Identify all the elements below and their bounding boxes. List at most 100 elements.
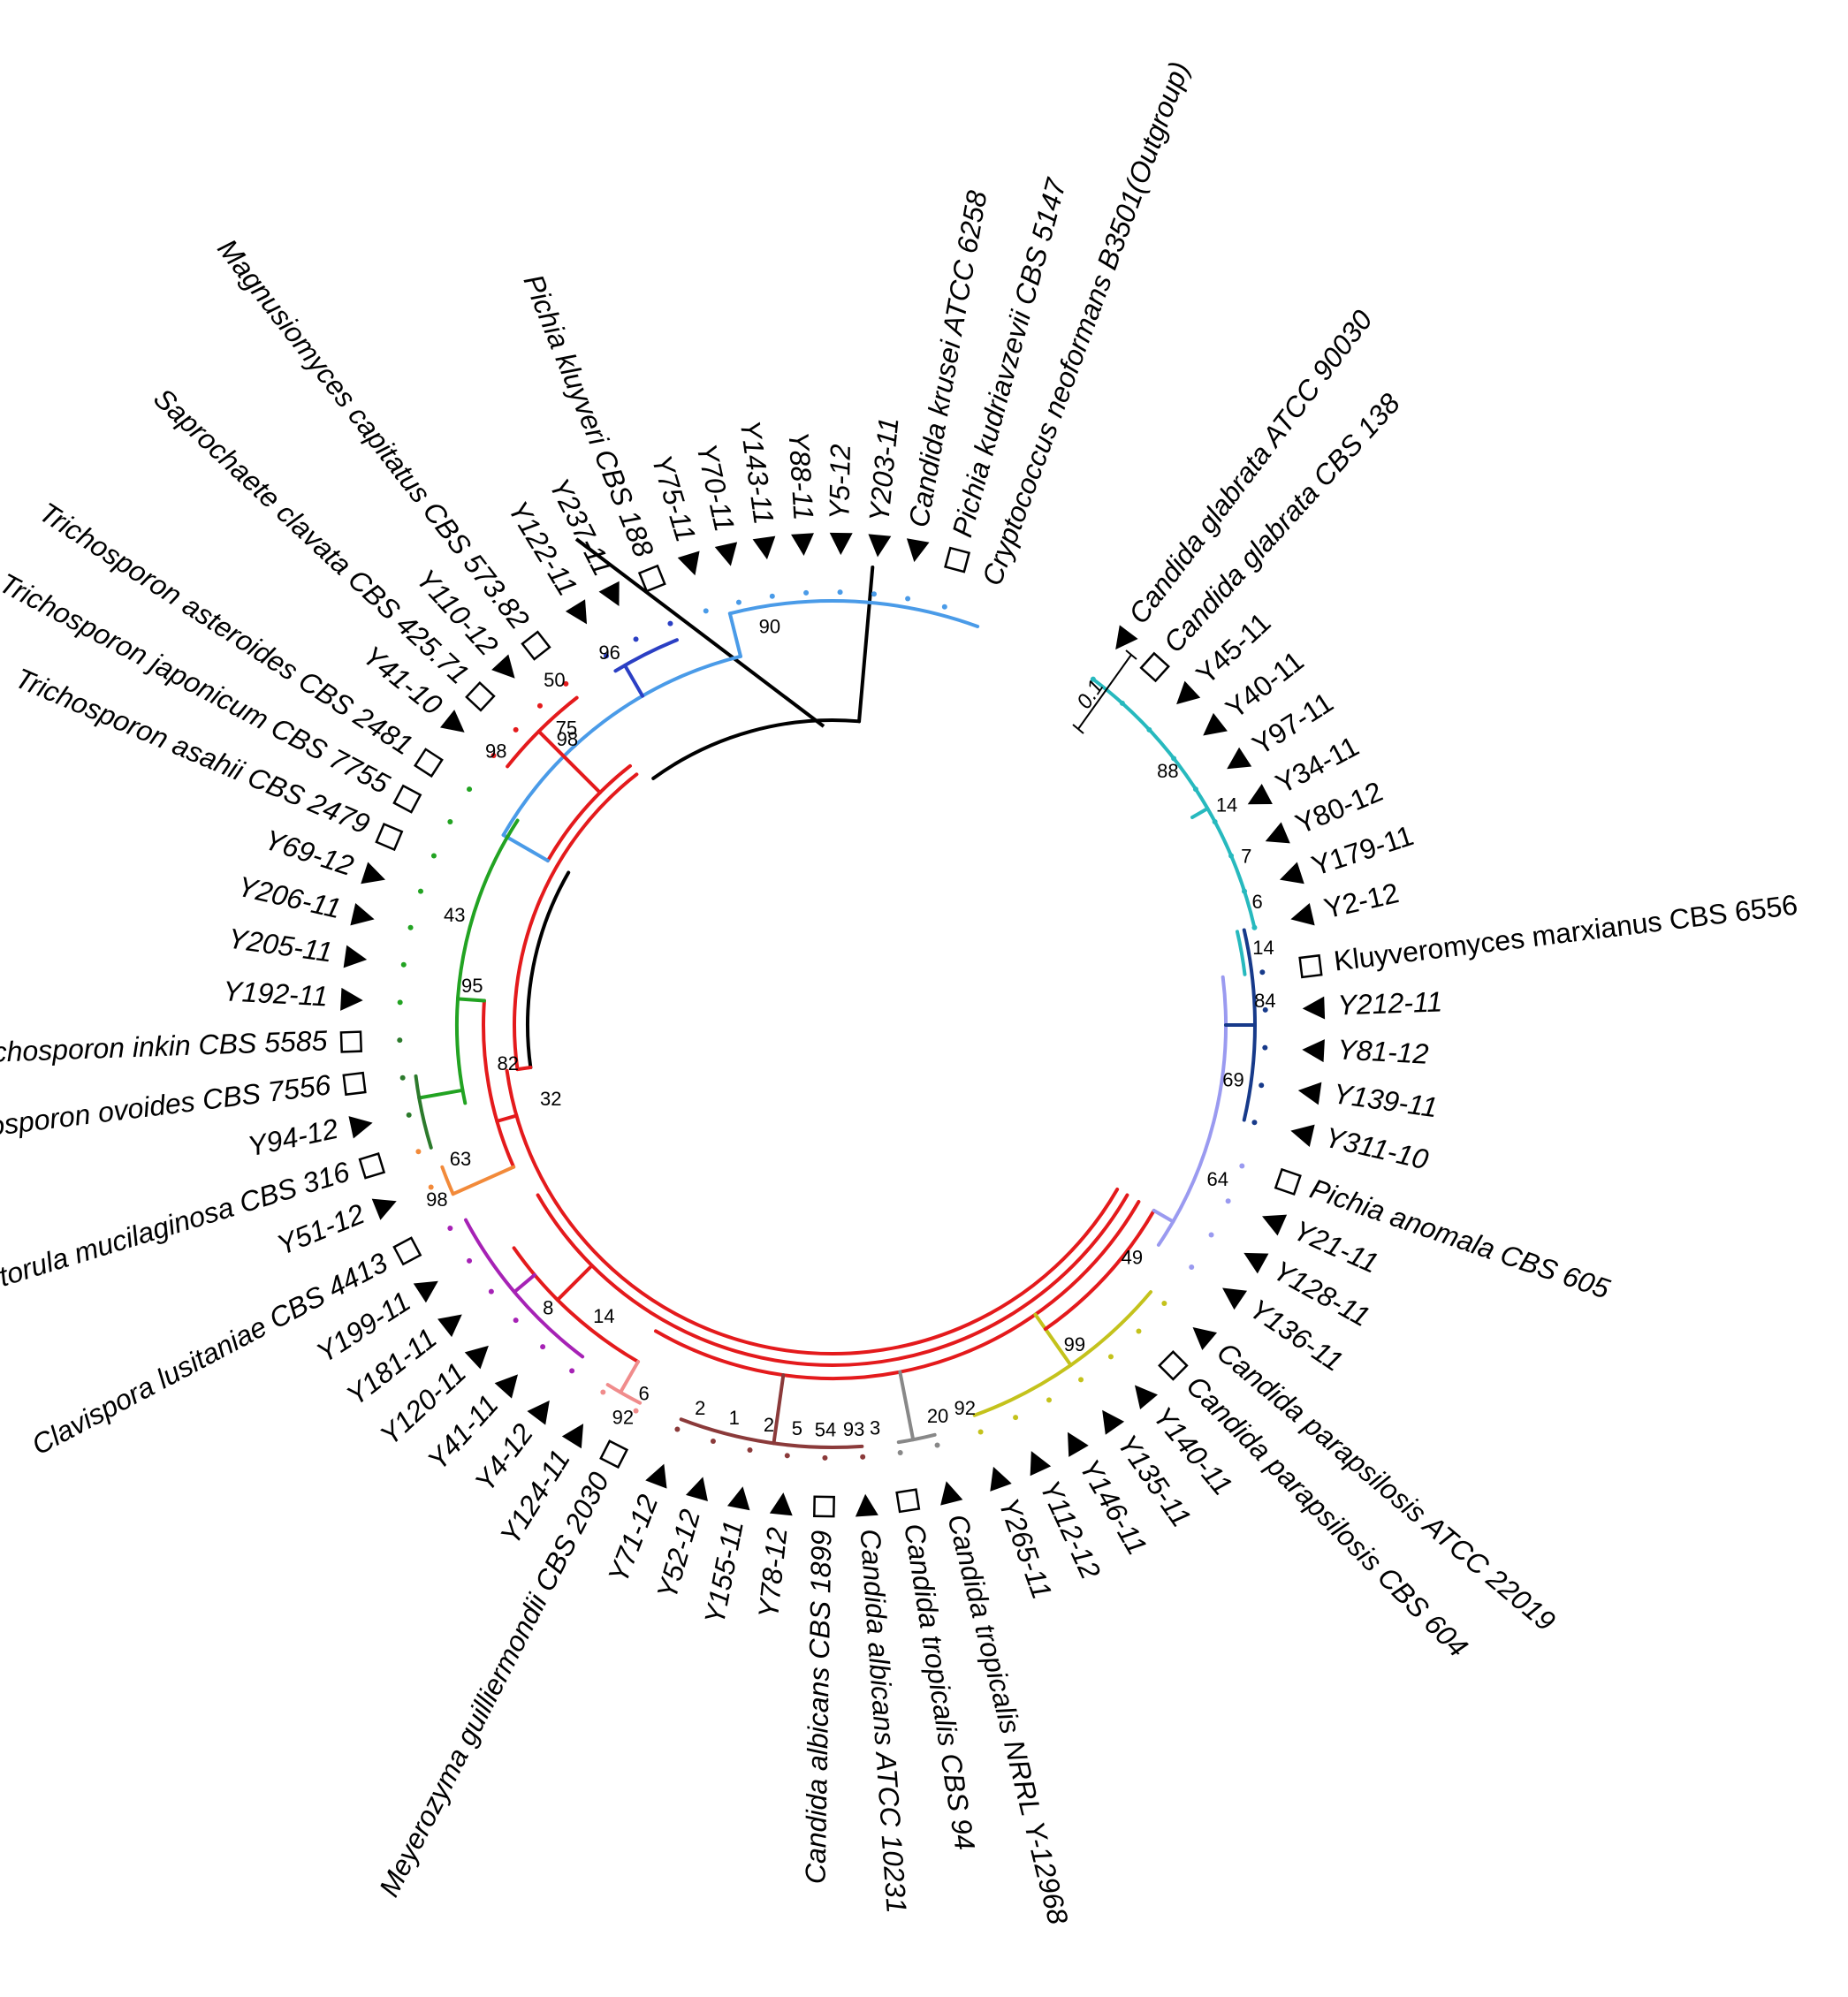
leaf-node — [569, 1368, 575, 1374]
leaf-marker — [829, 532, 853, 556]
leaf-marker — [350, 903, 375, 926]
leaf-node — [540, 1344, 546, 1350]
leaf-label: Trichosporon inkin CBS 5585 — [0, 1024, 328, 1068]
leaf-node — [710, 1439, 716, 1445]
leaf-label: Y5-12 — [823, 444, 856, 520]
square-marker-icon — [358, 1152, 386, 1180]
square-marker-icon — [1298, 953, 1323, 979]
triangle-marker-icon — [1203, 712, 1228, 736]
leaf-marker — [439, 710, 465, 733]
branch-arc — [654, 1200, 1141, 1380]
leaf-node — [1212, 818, 1218, 824]
branch-arc — [526, 870, 571, 1070]
square-marker-icon — [813, 1495, 835, 1518]
leaf-marker — [685, 1477, 708, 1502]
triangle-marker-icon — [1222, 1287, 1248, 1310]
triangle-marker-icon — [494, 1374, 519, 1399]
branch-radial — [456, 997, 486, 1003]
leaf-marker — [726, 1486, 750, 1511]
leaf-node — [803, 589, 810, 596]
bootstrap-value: 3 — [870, 1416, 880, 1439]
leaf-node — [399, 1074, 406, 1081]
leaf-marker — [413, 1280, 438, 1303]
bootstrap-value: 98 — [485, 740, 506, 762]
leaf-node — [871, 591, 877, 597]
branch-radial — [623, 663, 644, 698]
triangle-marker-icon — [491, 654, 515, 679]
leaf-node — [1262, 1044, 1268, 1051]
branch-arc — [501, 654, 742, 837]
leaf-node — [400, 961, 407, 968]
branch-arc — [679, 1417, 864, 1450]
branch-arc — [651, 718, 862, 780]
branch-radial — [857, 565, 875, 724]
triangle-marker-icon — [714, 542, 738, 566]
leaf-label: Y212-11 — [1337, 985, 1443, 1021]
leaf-node — [1259, 969, 1266, 976]
bootstrap-value: 64 — [1207, 1168, 1228, 1190]
leaf-node — [822, 1454, 828, 1461]
leaf-marker — [340, 987, 363, 1011]
bootstrap-value: 6 — [1252, 891, 1263, 913]
leaf-marker — [464, 1345, 489, 1370]
bootstrap-value: 96 — [598, 642, 620, 664]
bootstrap-value: 99 — [1064, 1333, 1085, 1355]
leaf-marker — [1290, 1124, 1315, 1147]
leaf-marker — [1262, 1214, 1288, 1236]
triangle-marker-icon — [343, 945, 368, 968]
square-marker-icon — [1274, 1167, 1302, 1196]
leaf-node — [1171, 756, 1177, 762]
triangle-marker-icon — [348, 1116, 373, 1139]
triangle-marker-icon — [1290, 903, 1315, 926]
leaf-marker — [1115, 625, 1138, 650]
leaf-marker — [1274, 1167, 1302, 1196]
square-marker-icon — [392, 784, 422, 814]
bootstrap-value: 5 — [792, 1417, 802, 1439]
triangle-marker-icon — [1227, 747, 1252, 770]
square-marker-icon — [1139, 651, 1170, 683]
leaf-marker — [990, 1466, 1012, 1492]
leaf-node — [1046, 1397, 1052, 1403]
triangle-marker-icon — [1302, 996, 1326, 1020]
triangle-marker-icon — [1115, 625, 1138, 650]
leaf-node — [536, 702, 543, 709]
leaf-label: Y52-12 — [650, 1506, 706, 1602]
leaf-label: Y139-11 — [1331, 1077, 1439, 1123]
leaf-node — [1090, 676, 1096, 682]
triangle-marker-icon — [413, 1280, 438, 1303]
leaf-marker — [940, 1481, 963, 1506]
branch-radial — [501, 833, 550, 862]
square-marker-icon — [895, 1488, 921, 1514]
leaf-node — [735, 599, 741, 605]
leaf-label: Y143-11 — [734, 418, 780, 526]
leaf-node — [428, 1184, 434, 1190]
triangle-marker-icon — [855, 1493, 878, 1517]
triangle-marker-icon — [1279, 862, 1304, 885]
triangle-marker-icon — [565, 599, 588, 625]
bootstrap-value: 43 — [444, 904, 465, 926]
leaf-node — [897, 1449, 903, 1455]
leaf-marker — [392, 784, 422, 814]
leaf-node — [837, 589, 843, 596]
branch-arc — [482, 998, 516, 1169]
leaf-node — [513, 1317, 519, 1324]
bootstrap-value: 93 — [843, 1418, 864, 1440]
leaf-marker — [1030, 1451, 1052, 1477]
leaf-node — [977, 1429, 984, 1435]
leaf-marker — [1297, 1082, 1322, 1105]
branch-radial — [1033, 1312, 1073, 1368]
leaf-marker — [813, 1495, 835, 1518]
leaf-marker — [1222, 1287, 1248, 1310]
leaf-marker — [769, 1492, 793, 1516]
triangle-marker-icon — [829, 532, 853, 556]
leaf-node — [415, 1149, 422, 1155]
leaf-marker — [895, 1488, 921, 1514]
square-marker-icon — [521, 630, 551, 661]
leaf-label: Saprochaete clavata CBS 425.71 — [148, 382, 475, 690]
bootstrap-value: 98 — [426, 1188, 447, 1211]
leaf-label: Y88-11 — [783, 430, 820, 521]
leaf-marker — [1279, 862, 1304, 885]
leaf-label: Y203-11 — [863, 416, 904, 524]
triangle-marker-icon — [527, 1400, 550, 1425]
